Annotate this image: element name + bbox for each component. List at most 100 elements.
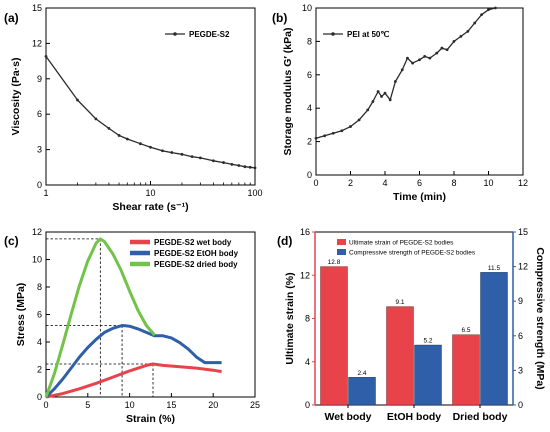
- y-tick-label: 0: [37, 180, 42, 190]
- data-point: [380, 95, 383, 98]
- legend-label: PEGDE-S2: [189, 30, 230, 39]
- x-tick-label: 25: [250, 400, 260, 410]
- y-axis-label: Storage modulus G′ (kPa): [282, 28, 294, 156]
- x-tick-label: 0: [313, 178, 318, 188]
- x-tick-label: 4: [382, 178, 387, 188]
- y-tick-label: 15: [32, 3, 42, 13]
- x-tick-label: 8: [451, 178, 456, 188]
- bar-compressive-strength: [348, 377, 376, 406]
- data-point: [393, 80, 397, 83]
- panel-label: (b): [272, 11, 287, 25]
- x-tick-label: 12: [518, 178, 528, 188]
- data-point: [198, 156, 202, 160]
- data-point: [222, 161, 225, 164]
- y-tick-label: 8: [37, 282, 42, 292]
- legend-marker: [173, 32, 177, 36]
- data-point: [170, 151, 174, 154]
- data-point: [161, 149, 164, 153]
- y-tick-label: 4: [307, 103, 312, 113]
- x-tick-label: 1: [43, 188, 48, 198]
- y-tick-label: 2: [307, 137, 312, 147]
- data-point: [366, 108, 370, 112]
- data-point: [314, 136, 318, 140]
- x-tick-label: 10: [483, 178, 493, 188]
- x-axis-label: Strain (%): [126, 413, 175, 425]
- data-point: [435, 51, 439, 55]
- series-line: [44, 237, 156, 398]
- y2-tick-label: 15: [518, 227, 528, 237]
- data-point: [44, 54, 48, 58]
- data-point: [340, 129, 344, 133]
- x-tick-label: 6: [417, 178, 422, 188]
- x-tick-label: 0: [43, 400, 48, 410]
- x-tick-label: 10: [145, 188, 155, 198]
- x-tick-label: 15: [166, 400, 176, 410]
- bar-value-label: 6.5: [461, 327, 470, 334]
- legend-label: Ultimate strain of PEGDE-S2 bodies: [349, 240, 454, 247]
- y2-tick-label: 0: [518, 400, 523, 410]
- x-category-label: Dried body: [453, 411, 508, 423]
- data-point: [418, 58, 421, 62]
- bar-value-label: 11.5: [488, 265, 501, 272]
- y-tick-label: 3: [37, 145, 42, 155]
- x-axis-label: Time (min): [393, 191, 446, 203]
- bar-compressive-strength: [414, 344, 442, 406]
- bar-ultimate-strain: [320, 266, 348, 406]
- y-tick-label: 6: [37, 310, 42, 320]
- y-axis-label: Stress (MPa): [15, 283, 27, 347]
- x-axis-label: Shear rate (s⁻¹): [112, 201, 188, 213]
- data-point: [452, 40, 456, 43]
- legend-label: PEGDE-S2 dried body: [154, 260, 238, 269]
- legend-label: PEGDE-S2 wet body: [154, 238, 232, 247]
- data-point: [180, 152, 184, 156]
- data-point: [388, 98, 392, 102]
- data-point: [466, 29, 470, 33]
- data-point: [428, 56, 432, 60]
- x-tick-label: 20: [208, 400, 218, 410]
- data-point: [406, 56, 409, 60]
- legend-label: PEGDE-S2 EtOH body: [154, 249, 239, 258]
- data-point: [371, 100, 375, 103]
- series-line: [44, 324, 222, 399]
- y-tick-label: 0: [305, 400, 310, 410]
- x-category-label: EtOH body: [387, 411, 441, 423]
- y-tick-label: 6: [307, 70, 312, 80]
- y-tick-label: 16: [300, 227, 310, 237]
- y-tick-label: 12: [300, 270, 310, 280]
- data-point: [230, 162, 234, 166]
- y-tick-label: 10: [32, 255, 42, 265]
- y-tick-label: 9: [37, 74, 42, 84]
- y2-tick-label: 9: [518, 296, 523, 306]
- panel-label: (c): [4, 234, 19, 248]
- legend-marker: [331, 32, 335, 36]
- data-point: [94, 117, 98, 121]
- series-line: [315, 7, 496, 139]
- y-tick-label: 0: [37, 392, 42, 402]
- panel-label: (d): [277, 234, 292, 248]
- data-point: [494, 6, 497, 10]
- x-category-label: Wet body: [324, 411, 371, 423]
- data-point: [107, 126, 111, 130]
- series-line: [45, 362, 222, 399]
- data-point: [248, 165, 252, 169]
- y2-axis-label: Compressive strength (MPa): [534, 247, 546, 389]
- legend-label: PEI at 50℃: [347, 30, 389, 39]
- data-point: [480, 13, 483, 17]
- legend-swatch: [337, 239, 346, 245]
- data-point: [487, 8, 490, 12]
- y-tick-label: 4: [37, 337, 42, 347]
- data-point: [459, 34, 463, 38]
- data-point: [125, 137, 129, 141]
- data-point: [357, 118, 361, 122]
- bar-value-label: 5.2: [423, 338, 432, 345]
- data-point: [440, 46, 444, 50]
- data-point: [376, 90, 380, 93]
- data-point: [349, 125, 352, 128]
- data-point: [138, 142, 142, 146]
- data-point: [253, 166, 257, 170]
- bar-value-label: 9.1: [395, 299, 404, 306]
- y-tick-label: 12: [32, 227, 42, 237]
- bar-ultimate-strain: [452, 334, 480, 406]
- data-point: [323, 134, 327, 138]
